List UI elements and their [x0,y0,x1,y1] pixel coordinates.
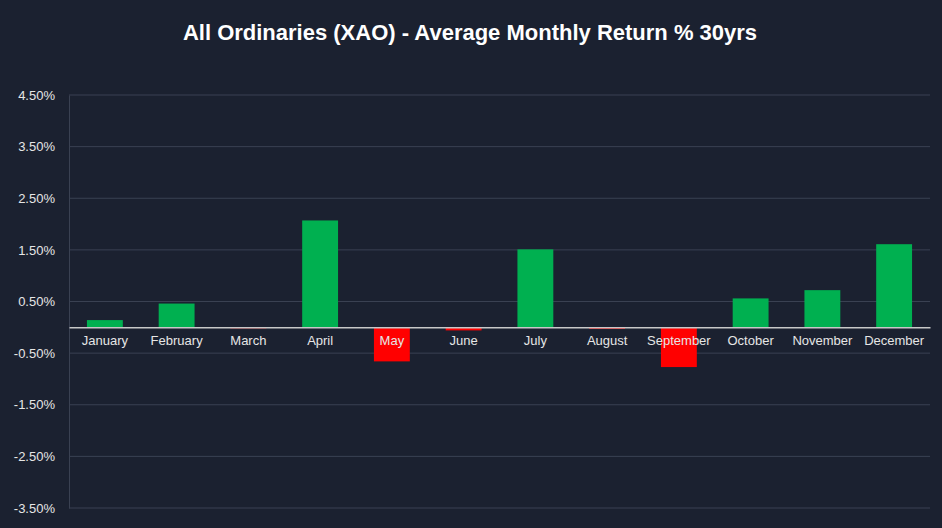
y-tick: -3.50% [14,501,69,516]
x-tick-label: March [230,333,266,348]
bar [87,320,123,327]
y-tick-label: -1.50% [14,397,56,412]
x-tick-label: October [728,333,775,348]
bar [804,290,840,327]
grid-line [69,456,930,457]
x-tick-label: August [587,333,628,348]
x-tick: August [587,327,628,347]
x-tick: February [151,327,204,347]
x-tick: November [792,327,853,347]
y-tick-label: 4.50% [18,88,55,103]
x-tick-label: July [524,333,548,348]
y-tick: -2.50% [14,449,69,464]
y-tick-label: 1.50% [18,243,55,258]
grid-line [69,198,930,199]
y-tick-label: -2.50% [14,449,56,464]
x-tick-label: June [450,333,478,348]
grid-line [69,301,930,302]
chart: All Ordinaries (XAO) - Average Monthly R… [0,0,942,528]
x-tick: April [307,327,333,347]
x-tick: May [380,327,405,347]
grid-line [69,508,930,509]
y-tick: 3.50% [18,139,69,154]
grid-line [69,95,930,96]
y-axis: -3.50% -2.50% -1.50% -0.50% 0.50% 1.50% 2.50% 3… [14,88,70,516]
grid-line [69,404,930,405]
y-tick: 1.50% [18,243,69,258]
y-tick: -0.50% [14,346,69,361]
x-tick: June [450,327,478,347]
grid-line [69,249,930,250]
x-tick-label: September [647,333,711,348]
y-tick: -1.50% [14,397,69,412]
y-tick-label: -3.50% [14,501,56,516]
y-tick-label: 0.50% [18,294,55,309]
grid [69,95,930,508]
x-tick: October [728,327,775,347]
x-tick-label: November [792,333,853,348]
grid-line [69,146,930,147]
title: All Ordinaries (XAO) - Average Monthly R… [183,20,757,45]
x-axis: January February March April May June July Augu… [70,327,931,347]
x-tick: December [864,327,925,347]
bar [876,244,912,327]
y-tick-label: 2.50% [18,191,55,206]
x-axis-line [70,327,931,329]
bar [302,220,338,327]
x-tick-label: January [82,333,129,348]
x-tick-label: December [864,333,925,348]
bar [374,327,410,361]
y-tick-label: 3.50% [18,139,55,154]
background [0,0,942,528]
x-tick-label: May [380,333,405,348]
x-tick: January [82,327,129,347]
y-tick-label: -0.50% [14,346,56,361]
grid-line [69,353,930,354]
x-tick-label: February [151,333,204,348]
x-tick-label: April [307,333,333,348]
x-tick: March [230,327,266,347]
y-tick: 4.50% [18,88,69,103]
bars [87,220,912,367]
y-axis-line [69,96,70,509]
bar [159,304,195,328]
y-tick: 2.50% [18,191,69,206]
y-tick: 0.50% [18,294,69,309]
x-tick: September [647,327,711,347]
bar [733,298,769,327]
x-tick: July [524,327,548,347]
bar [517,249,553,327]
